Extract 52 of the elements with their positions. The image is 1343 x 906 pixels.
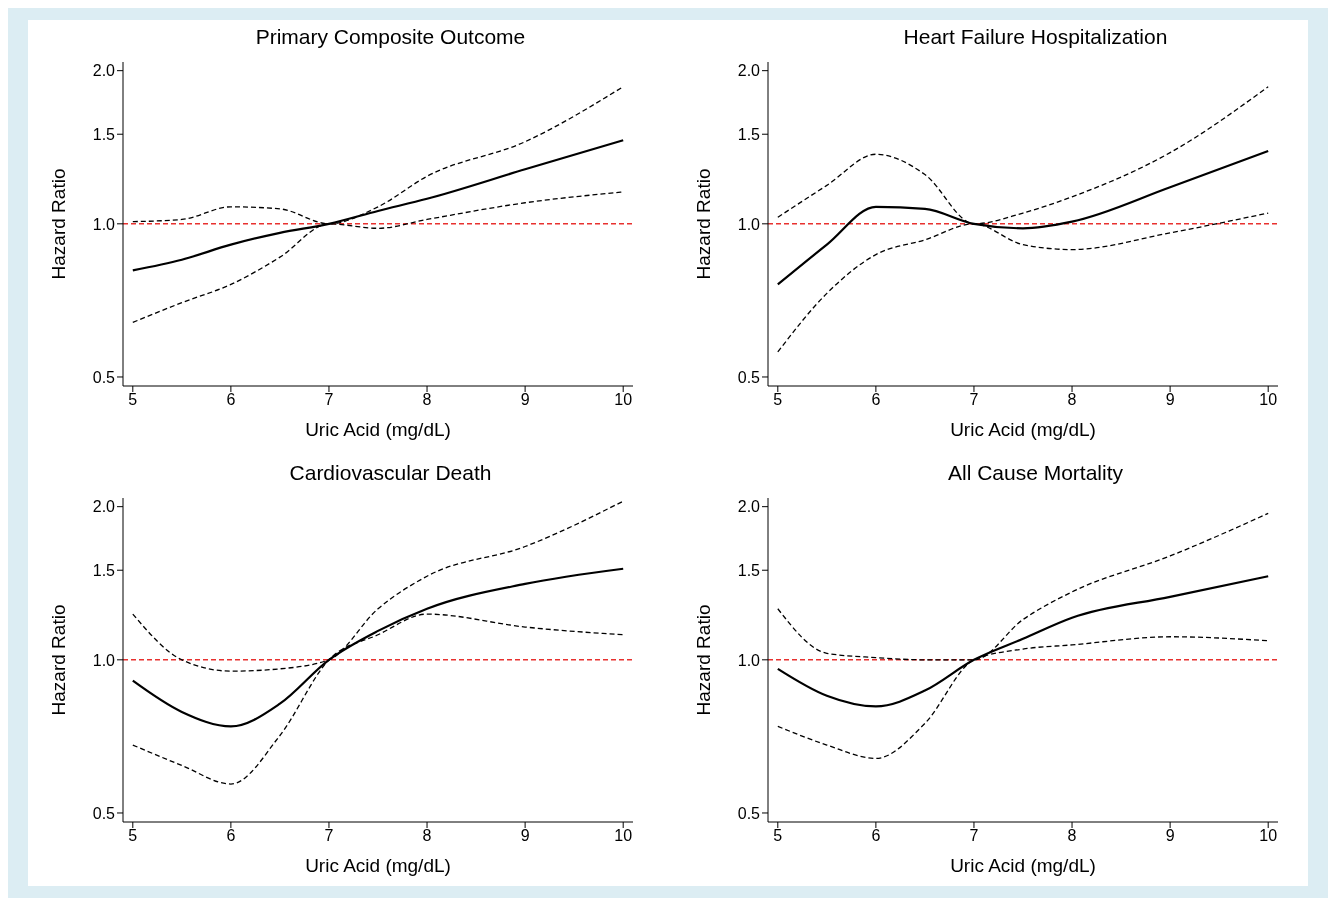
x-tick-label: 8 bbox=[1067, 827, 1077, 845]
x-tick-label: 7 bbox=[324, 391, 334, 409]
x-tick-label: 9 bbox=[520, 827, 530, 845]
y-tick-label: 1.5 bbox=[92, 125, 116, 143]
chart-title: Cardiovascular Death bbox=[288, 460, 493, 486]
y-axis-title: Hazard Ratio bbox=[47, 168, 69, 280]
x-tick-label: 8 bbox=[422, 391, 432, 409]
y-axis-title: Hazard Ratio bbox=[47, 604, 69, 716]
y-axis-title: Hazard Ratio bbox=[692, 604, 714, 716]
y-tick-label: 1.5 bbox=[92, 561, 116, 579]
x-tick-label: 5 bbox=[773, 391, 783, 409]
x-axis-title: Uric Acid (mg/dL) bbox=[950, 855, 1096, 876]
x-tick-label: 9 bbox=[1165, 391, 1175, 409]
y-tick-label: 0.5 bbox=[737, 804, 761, 822]
x-axis-title: Uric Acid (mg/dL) bbox=[950, 419, 1096, 440]
y-tick-label: 0.5 bbox=[92, 804, 116, 822]
y-tick-label: 2.0 bbox=[737, 498, 761, 516]
y-tick-label: 0.5 bbox=[92, 368, 116, 386]
x-tick-label: 8 bbox=[422, 827, 432, 845]
x-tick-label: 6 bbox=[871, 827, 881, 845]
y-tick-label: 2.0 bbox=[737, 62, 761, 80]
x-tick-label: 5 bbox=[773, 827, 783, 845]
x-tick-label: 7 bbox=[969, 391, 979, 409]
y-axis-title: Hazard Ratio bbox=[692, 168, 714, 280]
y-tick-label: 2.0 bbox=[92, 62, 116, 80]
x-axis-title: Uric Acid (mg/dL) bbox=[305, 419, 451, 440]
x-tick-label: 7 bbox=[324, 827, 334, 845]
y-tick-label: 1.0 bbox=[737, 215, 761, 233]
y-tick-label: 1.0 bbox=[737, 651, 761, 669]
y-tick-label: 0.5 bbox=[737, 368, 761, 386]
x-tick-label: 7 bbox=[969, 827, 979, 845]
chart-title: Heart Failure Hospitalization bbox=[902, 24, 1169, 50]
y-tick-label: 1.5 bbox=[737, 561, 761, 579]
x-tick-label: 6 bbox=[226, 827, 236, 845]
y-tick-label: 1.5 bbox=[737, 125, 761, 143]
chart-title: All Cause Mortality bbox=[946, 460, 1125, 486]
x-tick-label: 9 bbox=[1165, 827, 1175, 845]
x-tick-label: 6 bbox=[226, 391, 236, 409]
y-tick-label: 1.0 bbox=[92, 651, 116, 669]
x-tick-label: 10 bbox=[614, 827, 633, 845]
x-tick-label: 10 bbox=[1259, 827, 1278, 845]
y-tick-label: 1.0 bbox=[92, 215, 116, 233]
x-tick-label: 6 bbox=[871, 391, 881, 409]
x-axis-title: Uric Acid (mg/dL) bbox=[305, 855, 451, 876]
x-tick-label: 10 bbox=[1259, 391, 1278, 409]
x-tick-label: 5 bbox=[128, 827, 138, 845]
x-tick-label: 8 bbox=[1067, 391, 1077, 409]
x-tick-label: 5 bbox=[128, 391, 138, 409]
x-tick-label: 10 bbox=[614, 391, 633, 409]
x-tick-label: 9 bbox=[520, 391, 530, 409]
y-tick-label: 2.0 bbox=[92, 498, 116, 516]
chart-title: Primary Composite Outcome bbox=[254, 24, 527, 50]
